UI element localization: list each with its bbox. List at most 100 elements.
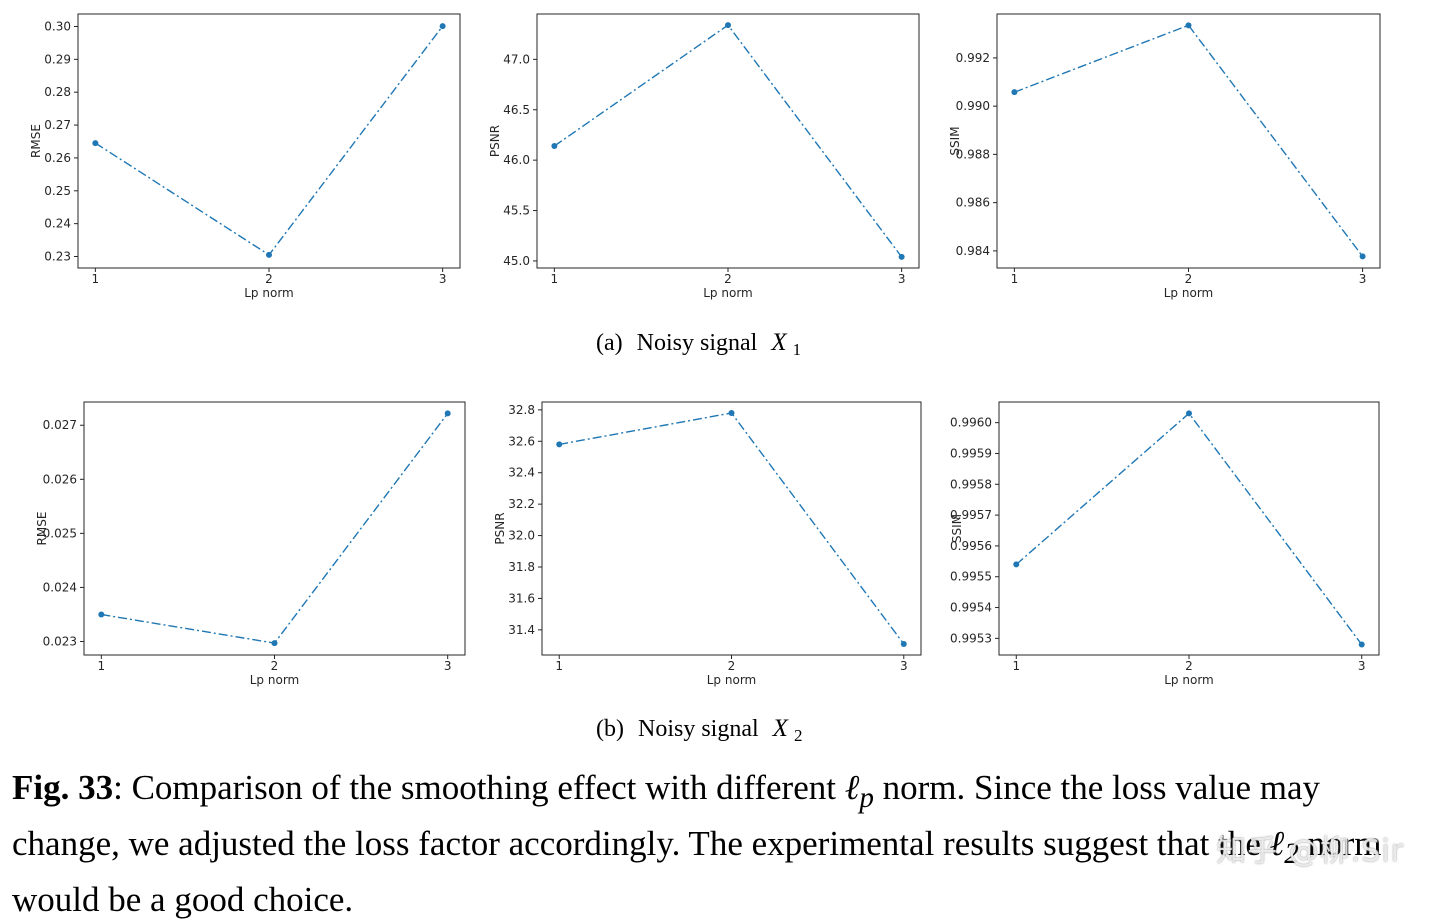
x-tick-label: 3 [439,272,447,286]
x-tick-label: 3 [1359,272,1367,286]
data-point [1186,410,1192,417]
y-axis-label: PSNR [488,125,502,157]
y-tick-label: 47.0 [503,52,530,66]
subcaption-a-text: Noisy signal [637,330,758,356]
plot-frame [536,13,920,269]
x-tick-label: 1 [1012,659,1020,673]
data-point [444,410,451,417]
series-line [1014,24,1364,257]
data-point [556,441,563,448]
data-point [266,251,272,258]
x-tick-label: 3 [1358,659,1366,673]
x-axis-label: Lp norm [703,286,752,300]
data-point [1185,22,1192,29]
subcaption-b-sub: 2 [794,726,803,745]
x-tick-label: 1 [555,659,563,673]
y-tick-label: 0.9954 [950,601,992,615]
x-axis-label: Lp norm [707,673,756,687]
caption-part-2: norm. Since the loss value may change, w… [12,768,1321,863]
subcaption-b-text: Noisy signal [638,716,759,742]
x-axis-label: Lp norm [250,673,299,687]
x-tick-label: 3 [444,659,452,673]
x-tick-label: 1 [97,659,105,673]
y-tick-label: 31.6 [508,591,535,605]
y-tick-label: 0.30 [44,19,71,33]
plot-frame [996,13,1381,269]
x-tick-label: 2 [1185,659,1193,673]
x-axis-label: Lp norm [244,286,293,300]
x-tick-label: 1 [1011,272,1019,286]
y-tick-label: 31.8 [508,560,535,574]
data-point [1358,641,1365,648]
y-tick-label: 0.9955 [950,570,992,584]
y-tick-label: 0.9956 [950,539,992,553]
y-tick-label: 0.9953 [950,631,992,645]
subplot-a-rmse: 0.23 0.24 0.25 0.26 0.27 0.28 0.29 0.30 1 2 3 Lp no… [29,13,461,300]
y-tick-label: 0.990 [956,99,990,113]
x-tick-label: 2 [1185,272,1193,286]
subplot-b-ssim: 0.9953 0.9954 0.9955 0.9956 0.9957 0.9958 0.99… [950,401,1380,687]
y-tick-label: 46.5 [503,103,530,117]
y-tick-label: 0.9960 [950,416,992,430]
subplot-a-ssim: 0.984 0.986 0.988 0.990 0.992 1 2 3 Lp norm SSIM [948,13,1381,300]
y-tick-label: 0.24 [44,217,71,231]
data-point [1013,561,1020,568]
y-tick-label: 0.9957 [950,508,992,522]
plot-frame [77,13,461,269]
subcaption-b-var: X [772,715,790,742]
plot-frame [83,401,466,656]
y-tick-label: 0.26 [44,151,71,165]
figure-label: Fig. 33 [12,768,114,807]
data-point [439,23,446,30]
y-tick-label: 0.23 [44,249,71,263]
data-point [1359,253,1366,260]
x-tick-label: 2 [265,272,273,286]
subcaption-b-label: (b) [596,716,624,742]
data-point [1011,89,1018,96]
caption-math-l2: ℓ2 [1269,824,1299,870]
figure-caption: Fig. 33: Comparison of the smoothing eff… [12,765,1432,922]
caption-math-lp: ℓp [844,768,874,814]
x-axis-label: Lp norm [1164,286,1213,300]
data-point [98,611,105,618]
x-tick-label: 1 [92,272,100,286]
x-axis-label: Lp norm [1164,673,1213,687]
subplots-grid: 0.23 0.24 0.25 0.26 0.27 0.28 0.29 0.30 1 2 3 Lp no… [29,13,1381,687]
y-tick-label: 32.6 [508,434,535,448]
y-tick-label: 0.025 [43,526,77,540]
subcaption-a-label: (a) [596,330,623,356]
y-tick-label: 32.4 [508,466,535,480]
data-point [728,410,735,416]
data-point [92,140,99,147]
y-axis-label: PSNR [493,512,507,544]
y-tick-label: 0.023 [43,634,77,648]
y-tick-label: 0.024 [43,580,77,594]
y-tick-label: 0.9958 [950,477,992,491]
y-tick-label: 45.5 [503,204,530,218]
y-tick-label: 0.992 [956,51,990,65]
data-point [551,143,558,150]
data-point [271,640,278,647]
y-tick-label: 0.9959 [950,446,992,460]
subcaption-a: (a) Noisy signal X 1 [596,329,801,359]
x-tick-label: 2 [724,272,732,286]
y-tick-label: 45.0 [503,254,530,268]
caption-part-1: : Comparison of the smoothing effect wit… [113,768,845,807]
y-tick-label: 0.27 [44,118,71,132]
y-tick-label: 31.4 [508,623,535,637]
subplot-a-psnr: 45.0 45.5 46.0 46.5 47.0 1 2 3 Lp norm PSNR [488,13,920,300]
plot-frame [998,401,1380,656]
y-tick-label: 0.25 [44,184,71,198]
x-tick-label: 3 [898,272,906,286]
y-tick-label: 32.8 [508,403,535,417]
subcaption-b: (b) Noisy signal X 2 [596,715,802,745]
y-tick-label: 0.026 [43,472,77,486]
x-tick-label: 1 [551,272,559,286]
subcaption-a-sub: 1 [793,340,802,359]
subplot-b-psnr: 31.4 31.6 31.8 32.0 32.2 32.4 32.6 32.8 1 2 3 Lp no… [493,401,922,687]
y-tick-label: 46.0 [503,153,530,167]
data-point [900,641,907,647]
y-axis-label: SSIM [950,514,964,543]
y-axis-label: SSIM [948,126,962,155]
